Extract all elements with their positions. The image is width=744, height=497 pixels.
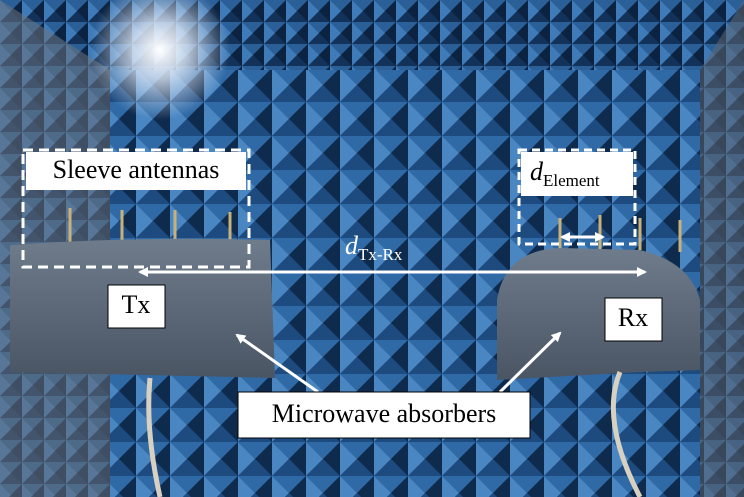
symbol: d — [345, 231, 359, 260]
cable — [610, 371, 643, 497]
rx-absorber — [497, 248, 700, 380]
pointer-arrow — [498, 331, 562, 394]
label-box — [237, 391, 531, 439]
element-box — [517, 148, 637, 246]
subscript: Element — [543, 171, 600, 190]
sleeve-label: Sleeve antennas — [53, 155, 220, 184]
element-label: dElement — [530, 157, 600, 190]
tx-label: Tx — [122, 290, 151, 319]
right-wall — [700, 0, 744, 497]
pointer-arrow — [235, 333, 319, 394]
symbol: d — [530, 157, 544, 186]
label-box — [26, 152, 246, 190]
rx-label: Rx — [618, 303, 648, 332]
absorbers-label: Microwave absorbers — [272, 399, 497, 428]
antenna-box — [21, 148, 251, 269]
label-box — [604, 297, 663, 342]
subscript: Tx-Rx — [358, 245, 403, 264]
light — [90, 0, 230, 120]
cable — [146, 377, 163, 497]
distance-label: dTx-Rx — [345, 231, 403, 264]
label-box — [521, 152, 633, 196]
label-box — [107, 284, 166, 329]
